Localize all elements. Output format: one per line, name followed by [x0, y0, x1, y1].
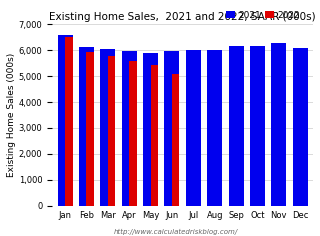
Text: http://www.calculatedriskblog.com/: http://www.calculatedriskblog.com/ — [114, 228, 238, 235]
Bar — [150, 65, 158, 206]
Bar — [143, 53, 158, 206]
Bar — [65, 38, 73, 206]
Bar — [172, 74, 180, 206]
Bar — [100, 49, 115, 206]
Bar — [228, 46, 244, 206]
Bar — [86, 52, 94, 206]
Bar — [207, 50, 222, 206]
Legend: 2021, 2022: 2021, 2022 — [223, 7, 303, 23]
Bar — [79, 47, 94, 206]
Y-axis label: Existing Home Sales (000s): Existing Home Sales (000s) — [7, 53, 16, 177]
Bar — [58, 35, 73, 206]
Bar — [164, 51, 180, 206]
Bar — [250, 46, 265, 206]
Bar — [293, 48, 308, 206]
Title: Existing Home Sales,  2021 and 2022, SAAR (000s): Existing Home Sales, 2021 and 2022, SAAR… — [49, 12, 316, 22]
Bar — [271, 43, 286, 206]
Bar — [186, 50, 201, 206]
Bar — [122, 51, 137, 206]
Bar — [129, 61, 137, 206]
Bar — [108, 56, 115, 206]
